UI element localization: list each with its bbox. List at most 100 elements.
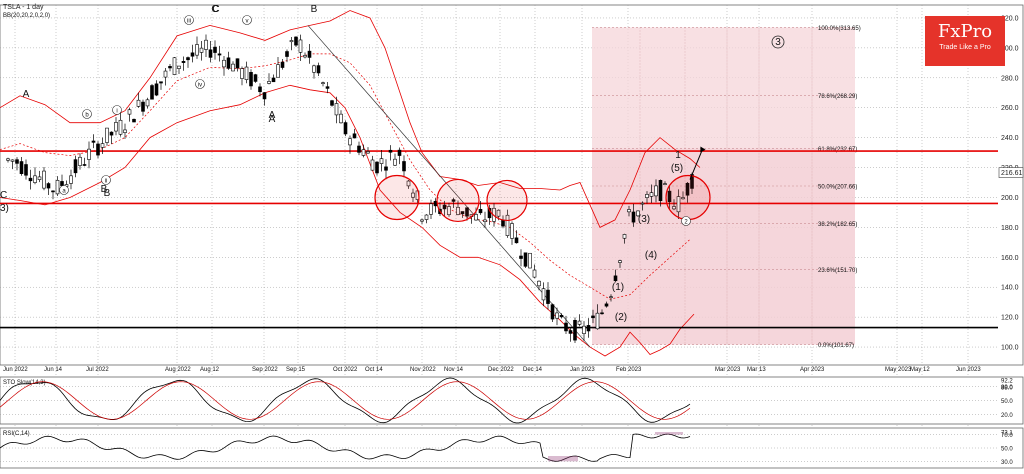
candle-body xyxy=(150,85,154,100)
candle-body xyxy=(127,109,132,115)
candle-body xyxy=(136,99,141,107)
candle-body xyxy=(123,129,127,133)
wave-label: A xyxy=(269,110,276,121)
candle-body xyxy=(348,138,352,146)
candle-body xyxy=(649,192,654,197)
candle-body xyxy=(96,143,100,156)
fib-level-label: 23.6%(151.70) xyxy=(818,268,857,274)
candle-body xyxy=(168,66,172,69)
wave-label: i xyxy=(116,109,117,115)
candle-body xyxy=(276,64,280,78)
candle-body xyxy=(177,65,181,69)
candle-body xyxy=(595,312,600,330)
candle-body xyxy=(231,63,235,72)
candle-body xyxy=(393,158,397,166)
x-tick-label: Jan 2023 xyxy=(570,367,595,373)
candle-body xyxy=(676,196,681,213)
candle-body xyxy=(379,158,384,164)
y-tick-label: 140.0 xyxy=(1001,285,1019,292)
candle-body xyxy=(339,113,343,124)
sto-y-tick: 80.0 xyxy=(1001,385,1013,391)
candle-body xyxy=(501,219,505,227)
candle-body xyxy=(199,47,204,53)
wave-label: 1 xyxy=(675,150,681,161)
x-tick-label: May 12 xyxy=(910,367,930,373)
y-tick-label: 260.0 xyxy=(1001,105,1019,112)
rsi-y-tick: 70.0 xyxy=(1001,433,1013,439)
candle-body xyxy=(289,40,294,43)
candle-body xyxy=(622,234,627,239)
x-tick-label: May 2023 xyxy=(885,367,912,373)
candle-body xyxy=(217,53,222,56)
x-tick-label: Sep 15 xyxy=(286,367,306,373)
candle-body xyxy=(510,223,514,239)
candle-body xyxy=(474,214,478,221)
candle-body xyxy=(618,260,622,263)
candle-body xyxy=(483,219,487,222)
candle-body xyxy=(465,207,469,217)
candle-body xyxy=(541,288,546,301)
candle-body xyxy=(550,304,555,320)
candle-body xyxy=(528,252,532,269)
sto-last-d: 88.0 xyxy=(1001,386,1013,392)
fib-level-label: 38.2%(182.65) xyxy=(818,222,857,228)
logo-tagline: Trade Like a Pro xyxy=(939,44,991,51)
highlight-circle xyxy=(486,179,528,222)
wave-label: v xyxy=(246,19,249,25)
candle-body xyxy=(460,211,465,215)
candle-body xyxy=(181,61,186,63)
x-tick-label: Nov 14 xyxy=(444,367,464,373)
candle-body xyxy=(60,181,64,186)
candle-body xyxy=(145,99,150,107)
x-tick-label: Oct 14 xyxy=(365,367,383,373)
candle-body xyxy=(249,72,253,87)
candle-body xyxy=(222,59,226,68)
wave-label: A xyxy=(23,89,30,100)
candle-body xyxy=(267,81,271,84)
candle-body xyxy=(456,206,460,215)
y-tick-label: 280.0 xyxy=(1001,75,1019,82)
wave-label: (4) xyxy=(645,250,657,261)
wave-3-circle xyxy=(771,35,785,49)
wave-marker xyxy=(82,109,92,119)
candle-body xyxy=(496,209,501,217)
candle-body xyxy=(253,74,258,82)
x-tick-label: Aug 12 xyxy=(200,367,220,373)
candle-body xyxy=(280,61,285,68)
fib-zone xyxy=(592,27,855,345)
wave-label: A xyxy=(269,114,276,125)
candle-body xyxy=(591,315,595,319)
candle-body xyxy=(132,118,136,123)
projection-arrowhead xyxy=(700,146,706,153)
rsi-title: RSI(C,14) xyxy=(3,431,30,437)
candle-body xyxy=(523,252,528,267)
wave-label: (2) xyxy=(615,312,627,323)
candle-body xyxy=(55,180,60,195)
candle-body xyxy=(42,170,46,189)
logo-brand: FxPro xyxy=(937,21,993,42)
chart-title: TSLA - 1 day xyxy=(3,4,44,11)
candle-body xyxy=(505,214,510,236)
x-tick-label: Jun 2022 xyxy=(3,367,28,373)
rsi-oversold-fill xyxy=(548,456,578,462)
wave-label: 3 xyxy=(775,37,781,48)
x-tick-label: Dec 2022 xyxy=(488,367,514,373)
candle-body xyxy=(564,322,568,332)
wave-label: a xyxy=(62,189,66,195)
fib-level-label: 61.8%(232.67) xyxy=(818,147,857,153)
rsi-y-tick: 50.0 xyxy=(1001,447,1013,453)
bollinger-lower-band xyxy=(0,84,695,357)
candle-body xyxy=(586,325,591,332)
bollinger-upper-band xyxy=(0,10,701,228)
candle-body xyxy=(213,46,217,53)
fxpro-logo: FxPro Trade Like a Pro xyxy=(925,16,1005,66)
candle-body xyxy=(37,176,42,180)
candle-body xyxy=(640,202,645,205)
candle-body xyxy=(568,330,573,334)
highlight-circle xyxy=(436,178,480,223)
last-price-box xyxy=(998,167,1024,178)
candle-body xyxy=(429,203,433,215)
candle-body xyxy=(402,161,406,172)
candle-body xyxy=(258,86,262,93)
